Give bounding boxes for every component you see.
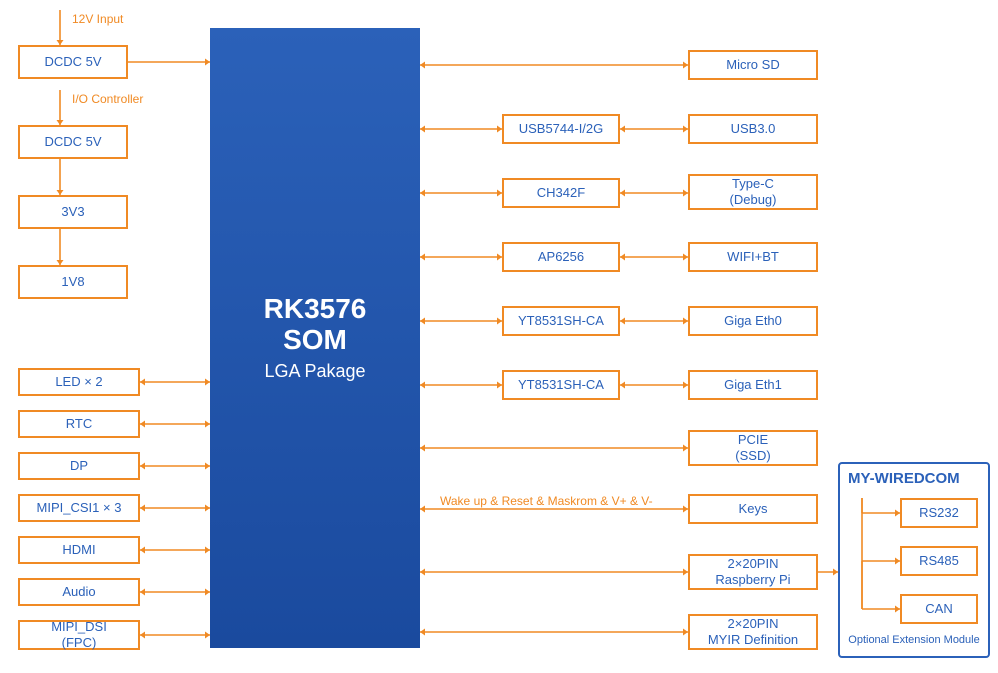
block-eth1-label: Giga Eth1 xyxy=(724,377,782,393)
block-ch342f-label: CH342F xyxy=(537,185,585,201)
block-dp: DP xyxy=(18,452,140,480)
block-3v3-label: 3V3 xyxy=(61,204,84,220)
wiredcom-title: MY-WIREDCOM xyxy=(848,470,960,487)
block-typec-label: Type-C(Debug) xyxy=(730,176,777,207)
block-rs485-label: RS485 xyxy=(919,553,959,569)
block-ch342f: CH342F xyxy=(502,178,620,208)
block-csi-label: MIPI_CSI1 × 3 xyxy=(37,500,122,516)
block-dcdc5v_b: DCDC 5V xyxy=(18,125,128,159)
block-pcie-label: PCIE(SSD) xyxy=(735,432,770,463)
block-1v8-label: 1V8 xyxy=(61,274,84,290)
block-led-label: LED × 2 xyxy=(55,374,102,390)
block-eth1: Giga Eth1 xyxy=(688,370,818,400)
block-ap6256-label: AP6256 xyxy=(538,249,584,265)
block-wifibt-label: WIFI+BT xyxy=(727,249,779,265)
block-dcdc5v_a: DCDC 5V xyxy=(18,45,128,79)
block-eth0: Giga Eth0 xyxy=(688,306,818,336)
block-rpi-label: 2×20PINRaspberry Pi xyxy=(715,556,790,587)
block-myir-label: 2×20PINMYIR Definition xyxy=(708,616,798,647)
som-subtitle: LGA Pakage xyxy=(264,361,365,382)
block-ap6256: AP6256 xyxy=(502,242,620,272)
block-3v3: 3V3 xyxy=(18,195,128,229)
block-keys-label: Keys xyxy=(739,501,768,517)
block-typec: Type-C(Debug) xyxy=(688,174,818,210)
block-usb5744: USB5744-I/2G xyxy=(502,114,620,144)
block-yt0: YT8531SH-CA xyxy=(502,306,620,336)
block-dcdc5v_a-label: DCDC 5V xyxy=(44,54,101,70)
block-hdmi-label: HDMI xyxy=(62,542,95,558)
block-csi: MIPI_CSI1 × 3 xyxy=(18,494,140,522)
label-left_power_label_top: 12V Input xyxy=(72,12,123,26)
block-rpi: 2×20PINRaspberry Pi xyxy=(688,554,818,590)
block-wifibt: WIFI+BT xyxy=(688,242,818,272)
block-can-label: CAN xyxy=(925,601,952,617)
block-dcdc5v_b-label: DCDC 5V xyxy=(44,134,101,150)
block-led: LED × 2 xyxy=(18,368,140,396)
block-rs232: RS232 xyxy=(900,498,978,528)
block-rs232-label: RS232 xyxy=(919,505,959,521)
block-rtc-label: RTC xyxy=(66,416,92,432)
block-rtc: RTC xyxy=(18,410,140,438)
block-yt0-label: YT8531SH-CA xyxy=(518,313,604,329)
block-rs485: RS485 xyxy=(900,546,978,576)
block-dsi: MIPI_DSI(FPC) xyxy=(18,620,140,650)
label-wake_label: Wake up & Reset & Maskrom & V+ & V- xyxy=(440,494,653,508)
block-hdmi: HDMI xyxy=(18,536,140,564)
label-left_power_label_io: I/O Controller xyxy=(72,92,143,106)
block-usb30-label: USB3.0 xyxy=(731,121,776,137)
block-usb30: USB3.0 xyxy=(688,114,818,144)
block-1v8: 1V8 xyxy=(18,265,128,299)
block-eth0-label: Giga Eth0 xyxy=(724,313,782,329)
wiredcom-caption: Optional Extension Module xyxy=(838,634,990,646)
block-audio-label: Audio xyxy=(62,584,95,600)
block-myir: 2×20PINMYIR Definition xyxy=(688,614,818,650)
som-title: RK3576SOM xyxy=(264,294,367,356)
block-microsd: Micro SD xyxy=(688,50,818,80)
som-block: RK3576SOM LGA Pakage xyxy=(210,28,420,648)
block-audio: Audio xyxy=(18,578,140,606)
block-usb5744-label: USB5744-I/2G xyxy=(519,121,604,137)
block-microsd-label: Micro SD xyxy=(726,57,779,73)
block-keys: Keys xyxy=(688,494,818,524)
block-dsi-label: MIPI_DSI(FPC) xyxy=(51,619,107,650)
block-yt1: YT8531SH-CA xyxy=(502,370,620,400)
block-can: CAN xyxy=(900,594,978,624)
block-pcie: PCIE(SSD) xyxy=(688,430,818,466)
block-yt1-label: YT8531SH-CA xyxy=(518,377,604,393)
block-dp-label: DP xyxy=(70,458,88,474)
